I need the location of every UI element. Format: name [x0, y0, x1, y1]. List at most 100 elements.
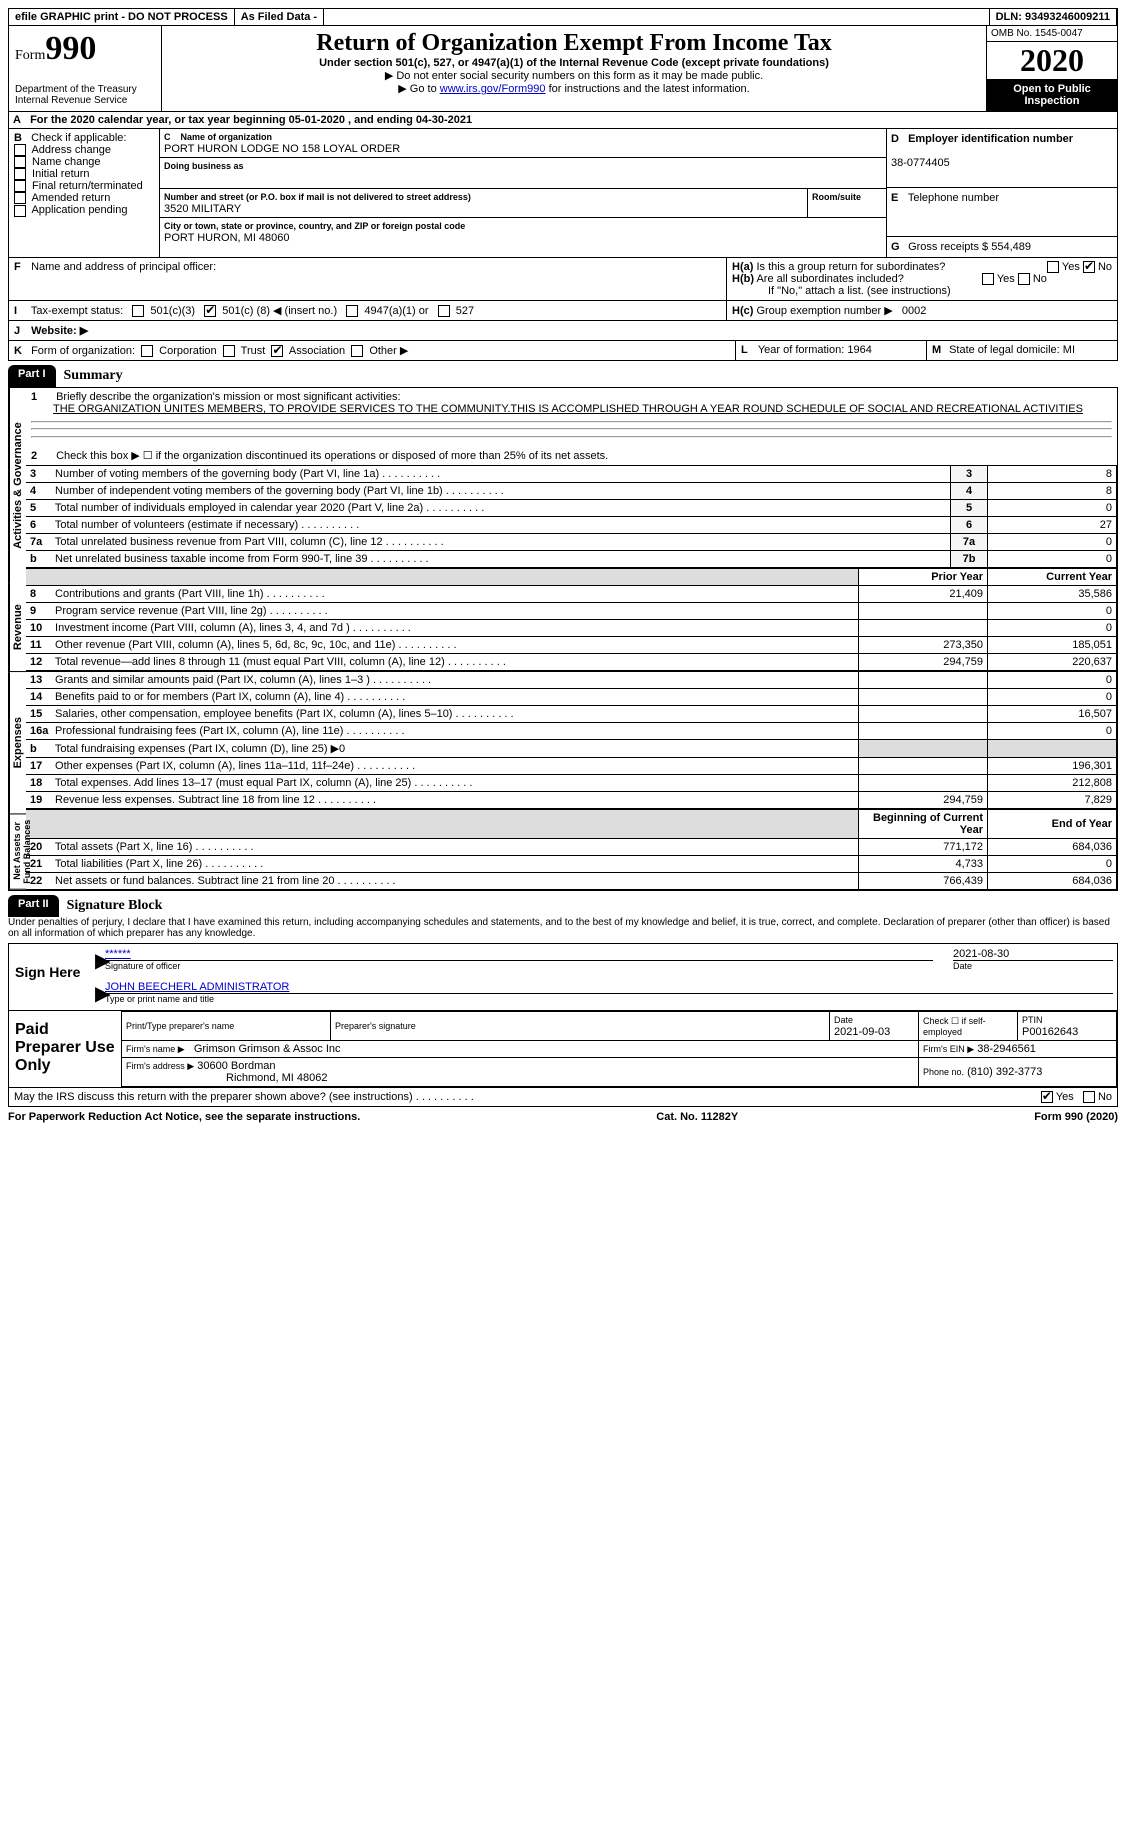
prep-date: 2021-09-03	[834, 1026, 890, 1038]
officer-signature[interactable]: ******	[105, 948, 131, 960]
hb-yes[interactable]	[982, 273, 994, 285]
side-netassets: Net Assets or Fund Balances	[9, 814, 26, 890]
discuss-no[interactable]	[1083, 1091, 1095, 1103]
side-activities: Activities & Governance	[9, 388, 26, 583]
omb-number: OMB No. 1545-0047	[987, 26, 1117, 42]
i-501c3[interactable]	[132, 305, 144, 317]
privacy-line: ▶ Do not enter social security numbers o…	[168, 69, 980, 82]
gov-row: 5 Total number of individuals employed i…	[26, 500, 1117, 517]
tax-status-block: I Tax-exempt status: 501(c)(3) 501(c) (8…	[8, 301, 1118, 321]
hb-no[interactable]	[1018, 273, 1030, 285]
box-k-option[interactable]: Association	[265, 345, 345, 357]
form-number: Form990	[15, 30, 155, 68]
expense-row: b Total fundraising expenses (Part IX, c…	[26, 740, 1117, 758]
main-title: Return of Organization Exempt From Incom…	[168, 30, 980, 57]
box-k-option[interactable]: Trust	[217, 345, 266, 357]
subtitle: Under section 501(c), 527, or 4947(a)(1)…	[168, 57, 980, 69]
form-org-block: K Form of organization: Corporation Trus…	[8, 341, 1118, 361]
firm-addr1: 30600 Bordman	[197, 1060, 275, 1072]
expense-row: 13 Grants and similar amounts paid (Part…	[26, 672, 1117, 689]
sign-arrow-icon: ▶	[95, 948, 105, 973]
balance-row: 22 Net assets or fund balances. Subtract…	[26, 873, 1117, 890]
box-b-item[interactable]: Amended return	[14, 192, 154, 204]
expense-row: 14 Benefits paid to or for members (Part…	[26, 689, 1117, 706]
top-bar: efile GRAPHIC print - DO NOT PROCESS As …	[8, 8, 1118, 26]
instructions-line: ▶ Go to www.irs.gov/Form990 for instruct…	[168, 82, 980, 95]
box-k-option[interactable]: Corporation	[138, 345, 217, 357]
balance-table: Beginning of Current YearEnd of Year20 T…	[26, 809, 1117, 890]
revenue-table: Prior YearCurrent Year8 Contributions an…	[26, 568, 1117, 671]
revenue-row: 11 Other revenue (Part VIII, column (A),…	[26, 637, 1117, 654]
firm-addr2: Richmond, MI 48062	[126, 1072, 328, 1084]
gov-row: 7a Total unrelated business revenue from…	[26, 534, 1117, 551]
i-501c[interactable]	[204, 305, 216, 317]
firm-name: Grimson Grimson & Assoc Inc	[194, 1043, 341, 1055]
paid-preparer-label: Paid Preparer Use Only	[9, 1011, 121, 1087]
officer-group-block: F Name and address of principal officer:…	[8, 258, 1118, 301]
efile-notice: efile GRAPHIC print - DO NOT PROCESS	[9, 9, 235, 25]
gov-row: 6 Total number of volunteers (estimate i…	[26, 517, 1117, 534]
h-b-note: If "No," attach a list. (see instruction…	[732, 285, 1112, 297]
gov-row: 3 Number of voting members of the govern…	[26, 466, 1117, 483]
page-footer: For Paperwork Reduction Act Notice, see …	[8, 1111, 1118, 1123]
part-i-header: Part I Summary	[8, 365, 1118, 387]
box-b-item[interactable]: Initial return	[14, 168, 154, 180]
discuss-line: May the IRS discuss this return with the…	[8, 1088, 1118, 1107]
discuss-yes[interactable]	[1041, 1091, 1053, 1103]
gov-row: b Net unrelated business taxable income …	[26, 551, 1117, 568]
box-b-item[interactable]: Name change	[14, 156, 154, 168]
org-name: PORT HURON LODGE NO 158 LOYAL ORDER	[164, 143, 400, 155]
expense-row: 19 Revenue less expenses. Subtract line …	[26, 792, 1117, 809]
i-527[interactable]	[438, 305, 450, 317]
governance-table: 3 Number of voting members of the govern…	[26, 465, 1117, 568]
h-a: H(a) Is this a group return for subordin…	[732, 261, 1112, 273]
ha-no[interactable]	[1083, 261, 1095, 273]
revenue-row: 12 Total revenue—add lines 8 through 11 …	[26, 654, 1117, 671]
self-employed-check[interactable]: Check ☐ if self-employed	[919, 1012, 1018, 1041]
expense-row: 18 Total expenses. Add lines 13–17 (must…	[26, 775, 1117, 792]
sign-here-label: Sign Here	[9, 944, 91, 1010]
balance-row: 21 Total liabilities (Part X, line 26) 4…	[26, 856, 1117, 873]
topbar-spacer	[324, 15, 989, 19]
part-ii-header: Part II Signature Block	[8, 895, 1118, 917]
revenue-row: 9 Program service revenue (Part VIII, li…	[26, 603, 1117, 620]
dln: DLN: 93493246009211	[989, 9, 1117, 25]
box-k-option[interactable]: Other ▶	[345, 345, 408, 357]
entity-block: B Check if applicable: Address change Na…	[8, 129, 1118, 258]
form-header: Form990 Department of the Treasury Inter…	[8, 26, 1118, 112]
paid-preparer-block: Paid Preparer Use Only Print/Type prepar…	[8, 1011, 1118, 1088]
expense-table: 13 Grants and similar amounts paid (Part…	[26, 671, 1117, 809]
state-domicile: MI	[1063, 344, 1075, 356]
sign-here-block: Sign Here ▶ ****** Signature of officer …	[8, 943, 1118, 1011]
gross-receipts: 554,489	[991, 241, 1031, 253]
part-i-body: Activities & Governance Revenue Expenses…	[8, 387, 1118, 891]
box-b-item[interactable]: Address change	[14, 144, 154, 156]
city-state-zip: PORT HURON, MI 48060	[164, 232, 290, 244]
tax-year: 2020	[987, 42, 1117, 79]
open-public: Open to Public Inspection	[987, 79, 1117, 111]
as-filed-label: As Filed Data -	[235, 9, 324, 25]
irs-link[interactable]: www.irs.gov/Form990	[440, 83, 546, 95]
ein: 38-0774405	[891, 157, 950, 169]
box-b-header: B Check if applicable:	[14, 132, 154, 144]
revenue-row: 10 Investment income (Part VIII, column …	[26, 620, 1117, 637]
i-4947[interactable]	[346, 305, 358, 317]
side-revenue: Revenue	[9, 583, 26, 672]
expense-row: 15 Salaries, other compensation, employe…	[26, 706, 1117, 723]
box-b-item[interactable]: Application pending	[14, 204, 154, 216]
dept-treasury: Department of the Treasury Internal Reve…	[15, 84, 155, 106]
street: 3520 MILITARY	[164, 203, 241, 215]
ptin: P00162643	[1022, 1026, 1078, 1038]
h-b: H(b) Are all subordinates included? Yes …	[732, 273, 1112, 285]
side-expenses: Expenses	[9, 672, 26, 814]
box-b-item[interactable]: Final return/terminated	[14, 180, 154, 192]
expense-row: 16a Professional fundraising fees (Part …	[26, 723, 1117, 740]
mission-text: THE ORGANIZATION UNITES MEMBERS, TO PROV…	[31, 403, 1083, 415]
perjury-declaration: Under penalties of perjury, I declare th…	[8, 917, 1118, 939]
firm-ein: 38-2946561	[977, 1043, 1036, 1055]
website-block: J Website: ▶	[8, 321, 1118, 341]
group-exemption: 0002	[902, 305, 926, 317]
firm-phone: (810) 392-3773	[967, 1066, 1042, 1078]
officer-name[interactable]: JOHN BEECHERL ADMINISTRATOR	[105, 981, 289, 993]
ha-yes[interactable]	[1047, 261, 1059, 273]
